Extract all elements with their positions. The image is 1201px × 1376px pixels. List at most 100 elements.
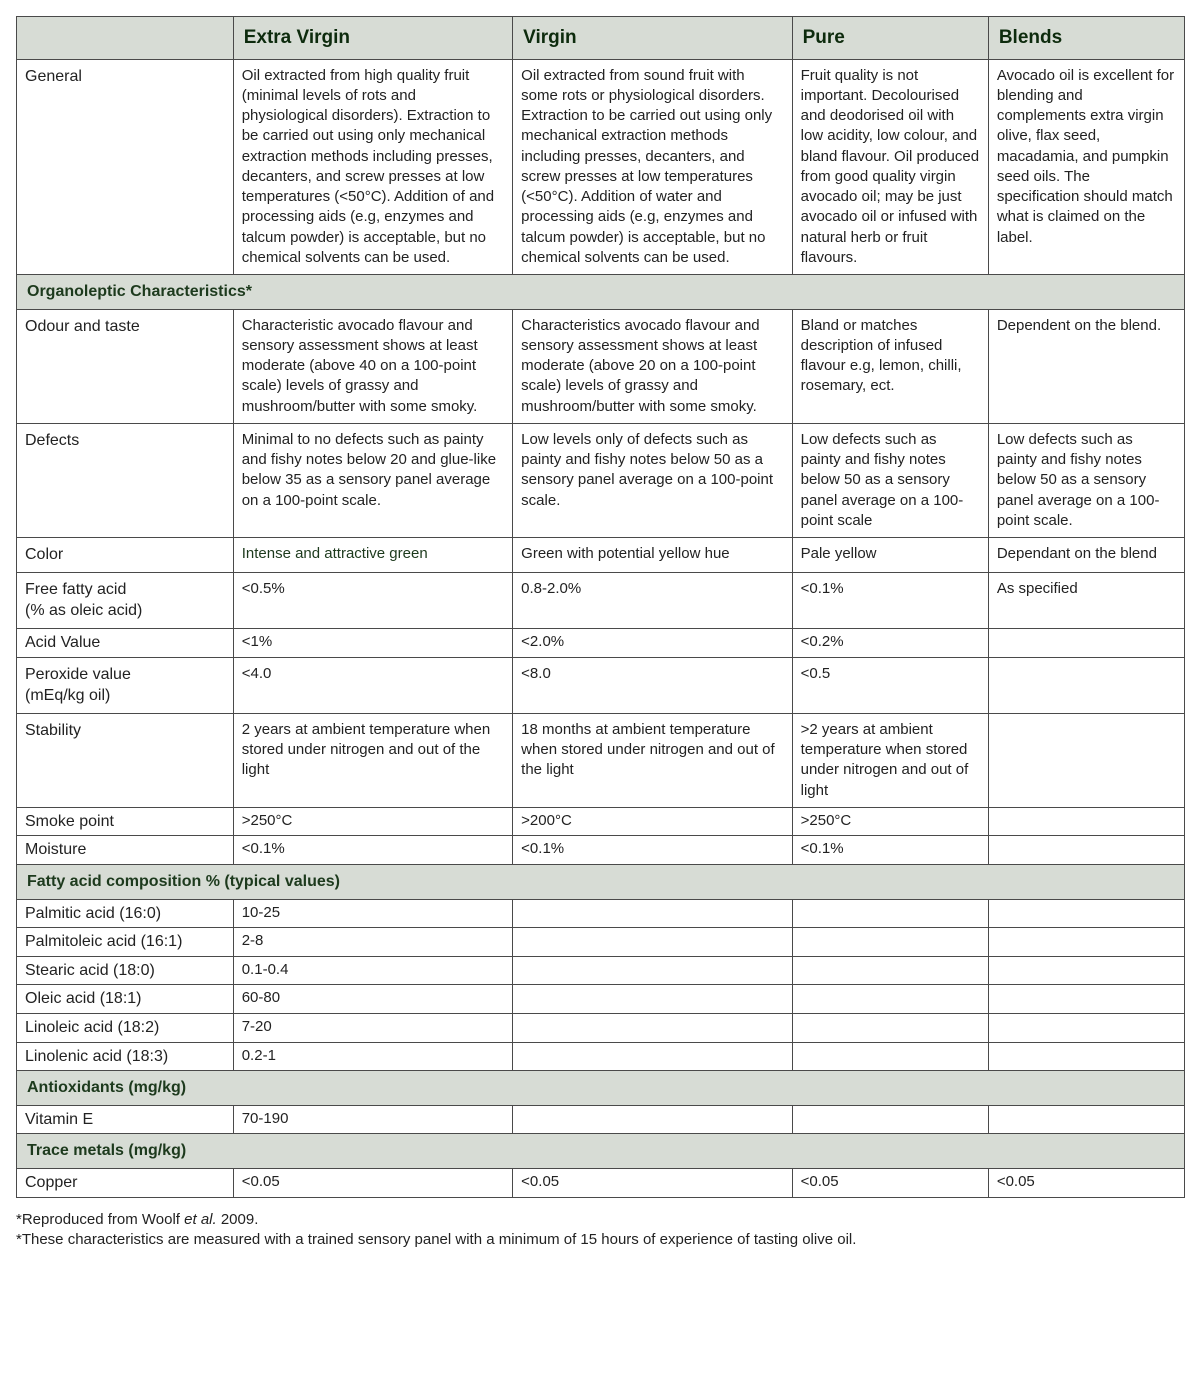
- cell-copper-ev: <0.05: [233, 1168, 512, 1197]
- section-antioxidants-label: Antioxidants (mg/kg): [17, 1071, 1185, 1106]
- row-vitamin-e: Vitamin E 70-190: [17, 1105, 1185, 1134]
- row-stability: Stability 2 years at ambient temperature…: [17, 713, 1185, 807]
- label-oleic: Oleic acid (18:1): [17, 985, 234, 1014]
- cell-peroxide-pure: <0.5: [792, 657, 988, 713]
- cell-odour-ev: Characteristic avocado flavour and senso…: [233, 309, 512, 423]
- cell-moisture-ev: <0.1%: [233, 836, 512, 865]
- cell-color-blends: Dependant on the blend: [988, 538, 1184, 573]
- cell-smoke-virgin: >200°C: [513, 807, 792, 836]
- cell-odour-pure: Bland or matches description of infused …: [792, 309, 988, 423]
- cell-palmitic-ev: 10-25: [233, 899, 512, 928]
- footnote-1-post: 2009.: [217, 1211, 259, 1228]
- row-ffa: Free fatty acid (% as oleic acid) <0.5% …: [17, 572, 1185, 628]
- cell-oleic-virgin: [513, 985, 792, 1014]
- label-odour-taste: Odour and taste: [17, 309, 234, 423]
- cell-linolenic-pure: [792, 1042, 988, 1071]
- cell-ffa-pure: <0.1%: [792, 572, 988, 628]
- header-blends: Blends: [988, 17, 1184, 60]
- cell-stearic-pure: [792, 956, 988, 985]
- label-moisture: Moisture: [17, 836, 234, 865]
- cell-moisture-pure: <0.1%: [792, 836, 988, 865]
- cell-stearic-ev: 0.1-0.4: [233, 956, 512, 985]
- cell-defects-pure: Low defects such as painty and fishy not…: [792, 423, 988, 537]
- cell-av-virgin: <2.0%: [513, 629, 792, 658]
- cell-defects-ev: Minimal to no defects such as painty and…: [233, 423, 512, 537]
- section-organoleptic: Organoleptic Characteristics*: [17, 275, 1185, 310]
- section-fatty-acid: Fatty acid composition % (typical values…: [17, 864, 1185, 899]
- cell-stearic-virgin: [513, 956, 792, 985]
- cell-linoleic-virgin: [513, 1013, 792, 1042]
- row-acid-value: Acid Value <1% <2.0% <0.2%: [17, 629, 1185, 658]
- cell-general-blends: Avocado oil is excellent for blending an…: [988, 59, 1184, 275]
- cell-ffa-ev: <0.5%: [233, 572, 512, 628]
- cell-linoleic-pure: [792, 1013, 988, 1042]
- cell-color-pure: Pale yellow: [792, 538, 988, 573]
- cell-vite-blends: [988, 1105, 1184, 1134]
- footnote-2: *These characteristics are measured with…: [16, 1230, 1185, 1250]
- label-general: General: [17, 59, 234, 275]
- header-blank: [17, 17, 234, 60]
- row-smoke-point: Smoke point >250°C >200°C >250°C: [17, 807, 1185, 836]
- label-stability: Stability: [17, 713, 234, 807]
- cell-stability-pure: >2 years at ambient temperature when sto…: [792, 713, 988, 807]
- cell-palmitic-virgin: [513, 899, 792, 928]
- row-color: Color Intense and attractive green Green…: [17, 538, 1185, 573]
- section-trace-metals-label: Trace metals (mg/kg): [17, 1134, 1185, 1169]
- cell-general-virgin: Oil extracted from sound fruit with some…: [513, 59, 792, 275]
- label-linoleic: Linoleic acid (18:2): [17, 1013, 234, 1042]
- cell-av-pure: <0.2%: [792, 629, 988, 658]
- cell-moisture-virgin: <0.1%: [513, 836, 792, 865]
- cell-linoleic-ev: 7-20: [233, 1013, 512, 1042]
- row-odour-taste: Odour and taste Characteristic avocado f…: [17, 309, 1185, 423]
- cell-ffa-blends: As specified: [988, 572, 1184, 628]
- cell-general-pure: Fruit quality is not important. Decolour…: [792, 59, 988, 275]
- cell-palmitic-blends: [988, 899, 1184, 928]
- row-stearic: Stearic acid (18:0) 0.1-0.4: [17, 956, 1185, 985]
- section-fatty-acid-label: Fatty acid composition % (typical values…: [17, 864, 1185, 899]
- cell-oleic-ev: 60-80: [233, 985, 512, 1014]
- cell-peroxide-blends: [988, 657, 1184, 713]
- cell-color-virgin: Green with potential yellow hue: [513, 538, 792, 573]
- label-peroxide: Peroxide value (mEq/kg oil): [17, 657, 234, 713]
- section-antioxidants: Antioxidants (mg/kg): [17, 1071, 1185, 1106]
- cell-peroxide-ev: <4.0: [233, 657, 512, 713]
- cell-palmitoleic-blends: [988, 928, 1184, 957]
- section-trace-metals: Trace metals (mg/kg): [17, 1134, 1185, 1169]
- cell-peroxide-virgin: <8.0: [513, 657, 792, 713]
- cell-copper-blends: <0.05: [988, 1168, 1184, 1197]
- cell-vite-ev: 70-190: [233, 1105, 512, 1134]
- header-virgin: Virgin: [513, 17, 792, 60]
- cell-oleic-pure: [792, 985, 988, 1014]
- cell-stability-ev: 2 years at ambient temperature when stor…: [233, 713, 512, 807]
- cell-vite-virgin: [513, 1105, 792, 1134]
- cell-ffa-virgin: 0.8-2.0%: [513, 572, 792, 628]
- cell-odour-virgin: Characteristics avocado flavour and sens…: [513, 309, 792, 423]
- header-extra-virgin: Extra Virgin: [233, 17, 512, 60]
- label-acid-value: Acid Value: [17, 629, 234, 658]
- label-linolenic: Linolenic acid (18:3): [17, 1042, 234, 1071]
- row-oleic: Oleic acid (18:1) 60-80: [17, 985, 1185, 1014]
- cell-defects-blends: Low defects such as painty and fishy not…: [988, 423, 1184, 537]
- cell-defects-virgin: Low levels only of defects such as paint…: [513, 423, 792, 537]
- cell-stearic-blends: [988, 956, 1184, 985]
- cell-stability-virgin: 18 months at ambient temperature when st…: [513, 713, 792, 807]
- row-linoleic: Linoleic acid (18:2) 7-20: [17, 1013, 1185, 1042]
- label-palmitic: Palmitic acid (16:0): [17, 899, 234, 928]
- cell-smoke-blends: [988, 807, 1184, 836]
- section-organoleptic-label: Organoleptic Characteristics*: [17, 275, 1185, 310]
- table-header: Extra Virgin Virgin Pure Blends: [17, 17, 1185, 60]
- cell-palmitoleic-virgin: [513, 928, 792, 957]
- footnote-1-pre: *Reproduced from Woolf: [16, 1211, 184, 1228]
- row-linolenic: Linolenic acid (18:3) 0.2-1: [17, 1042, 1185, 1071]
- cell-palmitoleic-pure: [792, 928, 988, 957]
- cell-vite-pure: [792, 1105, 988, 1134]
- cell-linoleic-blends: [988, 1013, 1184, 1042]
- label-ffa: Free fatty acid (% as oleic acid): [17, 572, 234, 628]
- cell-linolenic-virgin: [513, 1042, 792, 1071]
- row-defects: Defects Minimal to no defects such as pa…: [17, 423, 1185, 537]
- label-palmitoleic: Palmitoleic acid (16:1): [17, 928, 234, 957]
- footnote-1-em: et al.: [184, 1211, 217, 1228]
- cell-color-ev: Intense and attractive green: [233, 538, 512, 573]
- cell-smoke-ev: >250°C: [233, 807, 512, 836]
- label-vitamin-e: Vitamin E: [17, 1105, 234, 1134]
